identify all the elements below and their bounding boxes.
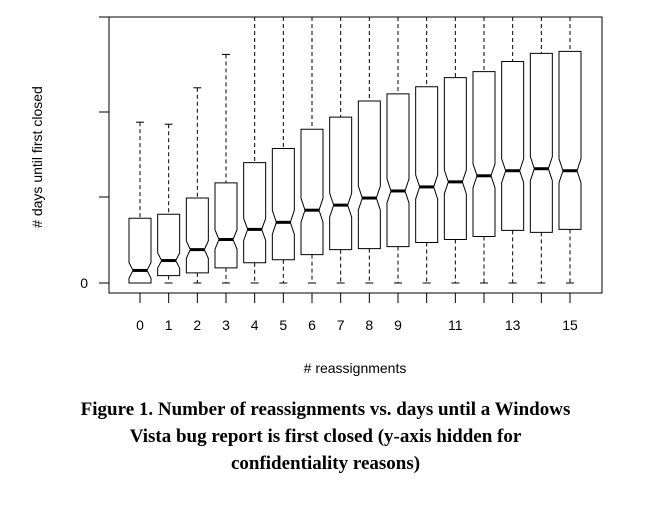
box-3 [214,53,238,284]
caption-line: Vista bug report is first closed (y-axis… [129,426,522,447]
plot-frame [108,16,603,294]
x-tick-label: 6 [308,317,316,333]
x-tick-label: 15 [562,317,578,333]
x-tick-label: 9 [394,317,402,333]
box-0 [128,121,152,284]
x-tick-label: 5 [279,317,287,333]
box-body [558,50,582,230]
figure-caption: Figure 1. Number of reassignments vs. da… [0,396,651,477]
x-tick-label: 7 [337,317,345,333]
x-tick-label: 1 [165,317,173,333]
box-body [529,52,553,233]
x-tick-label: 11 [448,317,463,333]
box-body [329,116,353,251]
x-tick-label: 2 [193,317,201,333]
y-axis-label: # days until first closed [29,86,45,228]
boxplot-chart: 0 0 1 2 3 4 5 6 7 8 9 11 13 15 # days until first cl… [29,16,603,376]
box-5 [271,16,295,284]
box-body [357,100,381,250]
box-14 [529,16,553,284]
x-tick-label: 8 [365,317,373,333]
x-tick-label: 3 [222,317,230,333]
box-body [243,162,267,264]
caption-line: Figure 1. Number of reassignments vs. da… [80,399,571,420]
box-10 [415,16,439,284]
box-body [157,213,181,277]
box-body [443,77,467,241]
x-tick-label: 0 [136,317,144,333]
x-axis: 0 1 2 3 4 5 6 7 8 9 11 13 15 [136,293,578,333]
box-body [415,86,439,244]
box-body [214,182,238,269]
box-body [300,128,324,256]
box-7 [329,16,353,284]
boxes-group [128,16,582,284]
box-2 [185,87,209,284]
box-12 [472,16,496,284]
box-body [271,147,295,261]
box-9 [386,16,410,284]
box-13 [501,16,525,284]
y-axis: 0 [80,16,109,291]
box-body [128,217,152,284]
box-body [386,93,410,248]
box-body [472,71,496,237]
x-tick-label: 13 [505,317,521,333]
x-axis-label: # reassignments [304,360,407,376]
box-body [501,61,525,231]
y-tick-label: 0 [80,275,88,291]
box-6 [300,16,324,284]
box-body [185,197,209,274]
box-15 [558,16,582,284]
box-1 [157,123,181,284]
caption-line: confidentiality reasons) [230,453,421,474]
box-8 [357,16,381,284]
box-4 [243,16,267,284]
x-tick-label: 4 [251,317,259,333]
box-11 [443,16,467,284]
